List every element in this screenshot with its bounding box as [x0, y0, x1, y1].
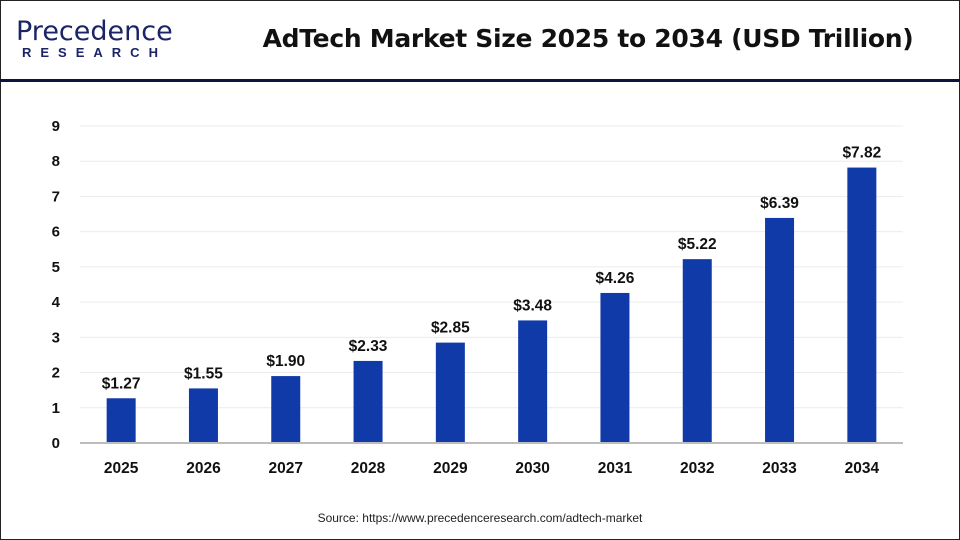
bar	[600, 292, 630, 443]
data-label: $1.55	[184, 365, 223, 382]
y-tick-label: 4	[52, 294, 61, 311]
bar	[518, 320, 548, 443]
y-tick-label: 6	[52, 224, 60, 241]
data-label: $2.33	[349, 338, 388, 355]
x-tick-label: 2026	[186, 460, 221, 477]
x-tick-label: 2030	[515, 460, 549, 477]
bar	[847, 167, 877, 443]
bar	[271, 376, 301, 443]
data-label: $4.26	[596, 270, 635, 287]
bar	[765, 217, 795, 443]
y-tick-label: 8	[52, 153, 60, 170]
y-tick-label: 2	[52, 365, 60, 382]
bar	[188, 388, 218, 443]
bar	[435, 342, 465, 443]
data-label: $1.27	[102, 375, 141, 392]
bar	[106, 398, 136, 443]
precedence-research-logo: Precedence RESEARCH	[16, 18, 173, 60]
x-tick-label: 2027	[269, 460, 303, 477]
y-tick-label: 3	[52, 329, 60, 346]
source-note: Source: https://www.precedenceresearch.c…	[317, 511, 643, 525]
x-tick-label: 2029	[433, 460, 468, 477]
bar	[682, 259, 712, 443]
y-tick-label: 5	[52, 259, 60, 276]
x-tick-label: 2025	[104, 460, 139, 477]
data-label: $1.90	[266, 353, 305, 370]
data-label: $2.85	[431, 320, 470, 337]
logo-subtitle: RESEARCH	[22, 45, 167, 60]
x-tick-label: 2034	[845, 460, 880, 477]
header: Precedence RESEARCH AdTech Market Size 2…	[0, 0, 960, 80]
y-tick-label: 0	[52, 435, 60, 452]
bar	[353, 360, 383, 443]
chart-title: AdTech Market Size 2025 to 2034 (USD Tri…	[262, 24, 914, 53]
data-label: $5.22	[678, 236, 717, 253]
header-divider	[0, 79, 960, 82]
x-tick-label: 2033	[762, 460, 797, 477]
y-tick-label: 7	[52, 188, 60, 205]
data-label: $3.48	[513, 297, 552, 314]
y-tick-label: 1	[52, 400, 60, 417]
logo-wordmark: Precedence	[16, 16, 173, 47]
x-tick-label: 2028	[351, 460, 386, 477]
y-tick-label: 9	[52, 118, 60, 135]
data-label: $6.39	[760, 195, 799, 212]
data-label: $7.82	[842, 145, 881, 162]
x-tick-label: 2031	[598, 460, 633, 477]
x-tick-label: 2032	[680, 460, 714, 477]
